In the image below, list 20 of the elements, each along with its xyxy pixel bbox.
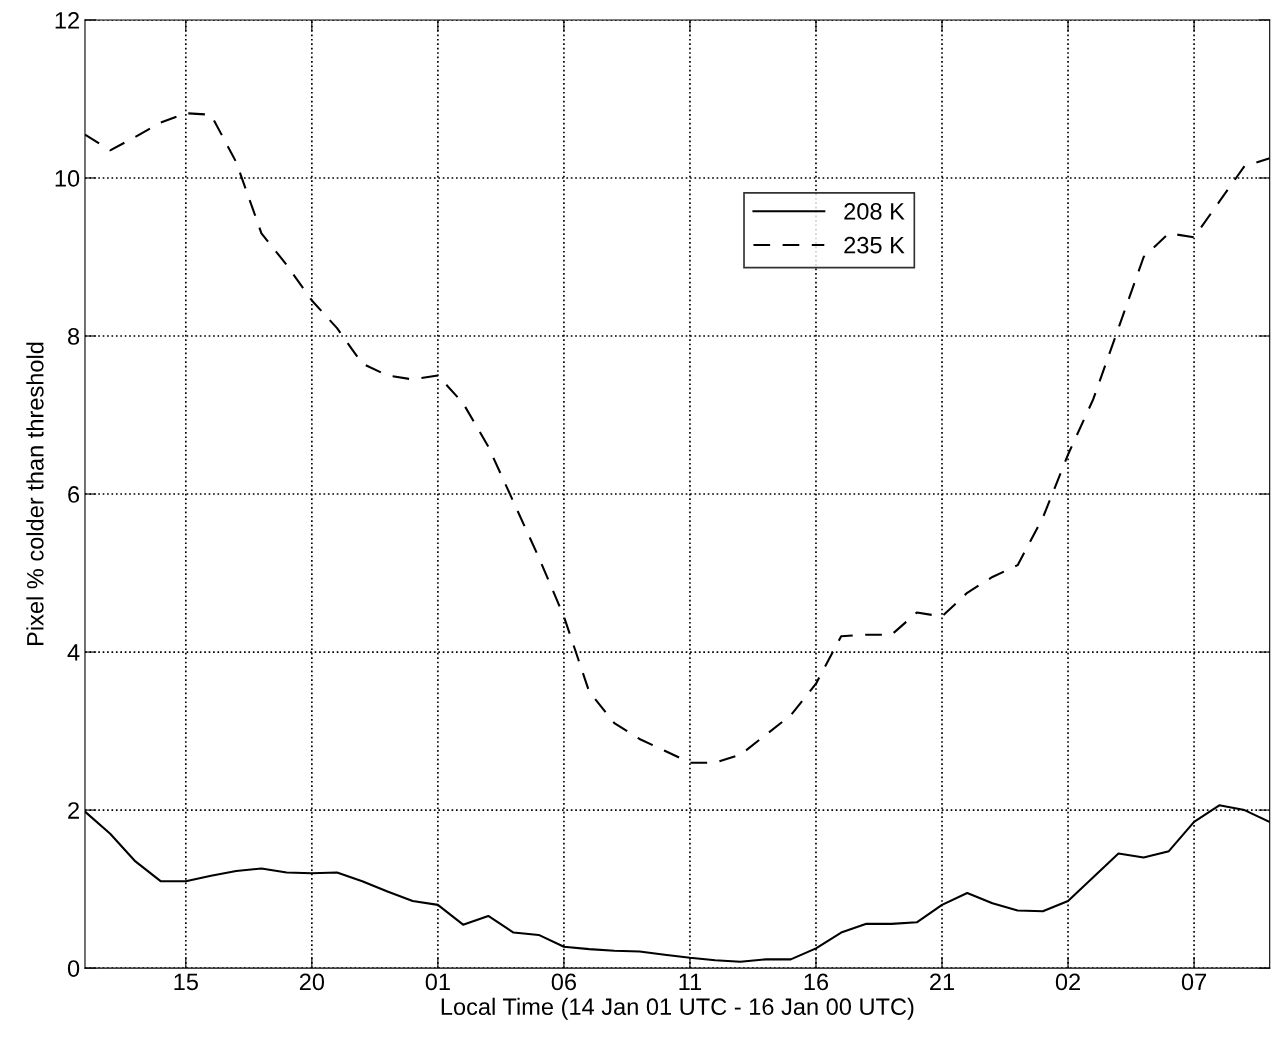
- x-tick-label: 06: [551, 973, 577, 991]
- x-tick-label: 16: [804, 973, 829, 991]
- x-tick-label: 01: [425, 973, 450, 991]
- y-tick-label: 10: [55, 170, 80, 187]
- x-tick-label: 15: [174, 973, 198, 991]
- x-tick-label: 07: [1181, 973, 1207, 991]
- x-tick-label: 20: [299, 973, 325, 991]
- y-tick-label: 0: [67, 960, 80, 977]
- x-tick-label: 11: [679, 973, 702, 991]
- y-tick-label: 8: [68, 328, 80, 345]
- x-tick-label: 02: [1055, 973, 1080, 991]
- y-tick-label: 4: [67, 644, 80, 661]
- y-axis-title: Pixel % colder than threshold: [26, 342, 44, 645]
- y-tick-label: 12: [55, 12, 79, 29]
- x-axis-title: Local Time (14 Jan 01 UTC - 16 Jan 00 UTC): [441, 997, 914, 1020]
- y-tick-label: 6: [68, 486, 80, 503]
- x-tick-label: 21: [930, 973, 954, 991]
- legend-label: 235 K: [844, 236, 905, 254]
- y-tick-label: 2: [68, 802, 79, 819]
- legend-label: 208 K: [844, 203, 905, 220]
